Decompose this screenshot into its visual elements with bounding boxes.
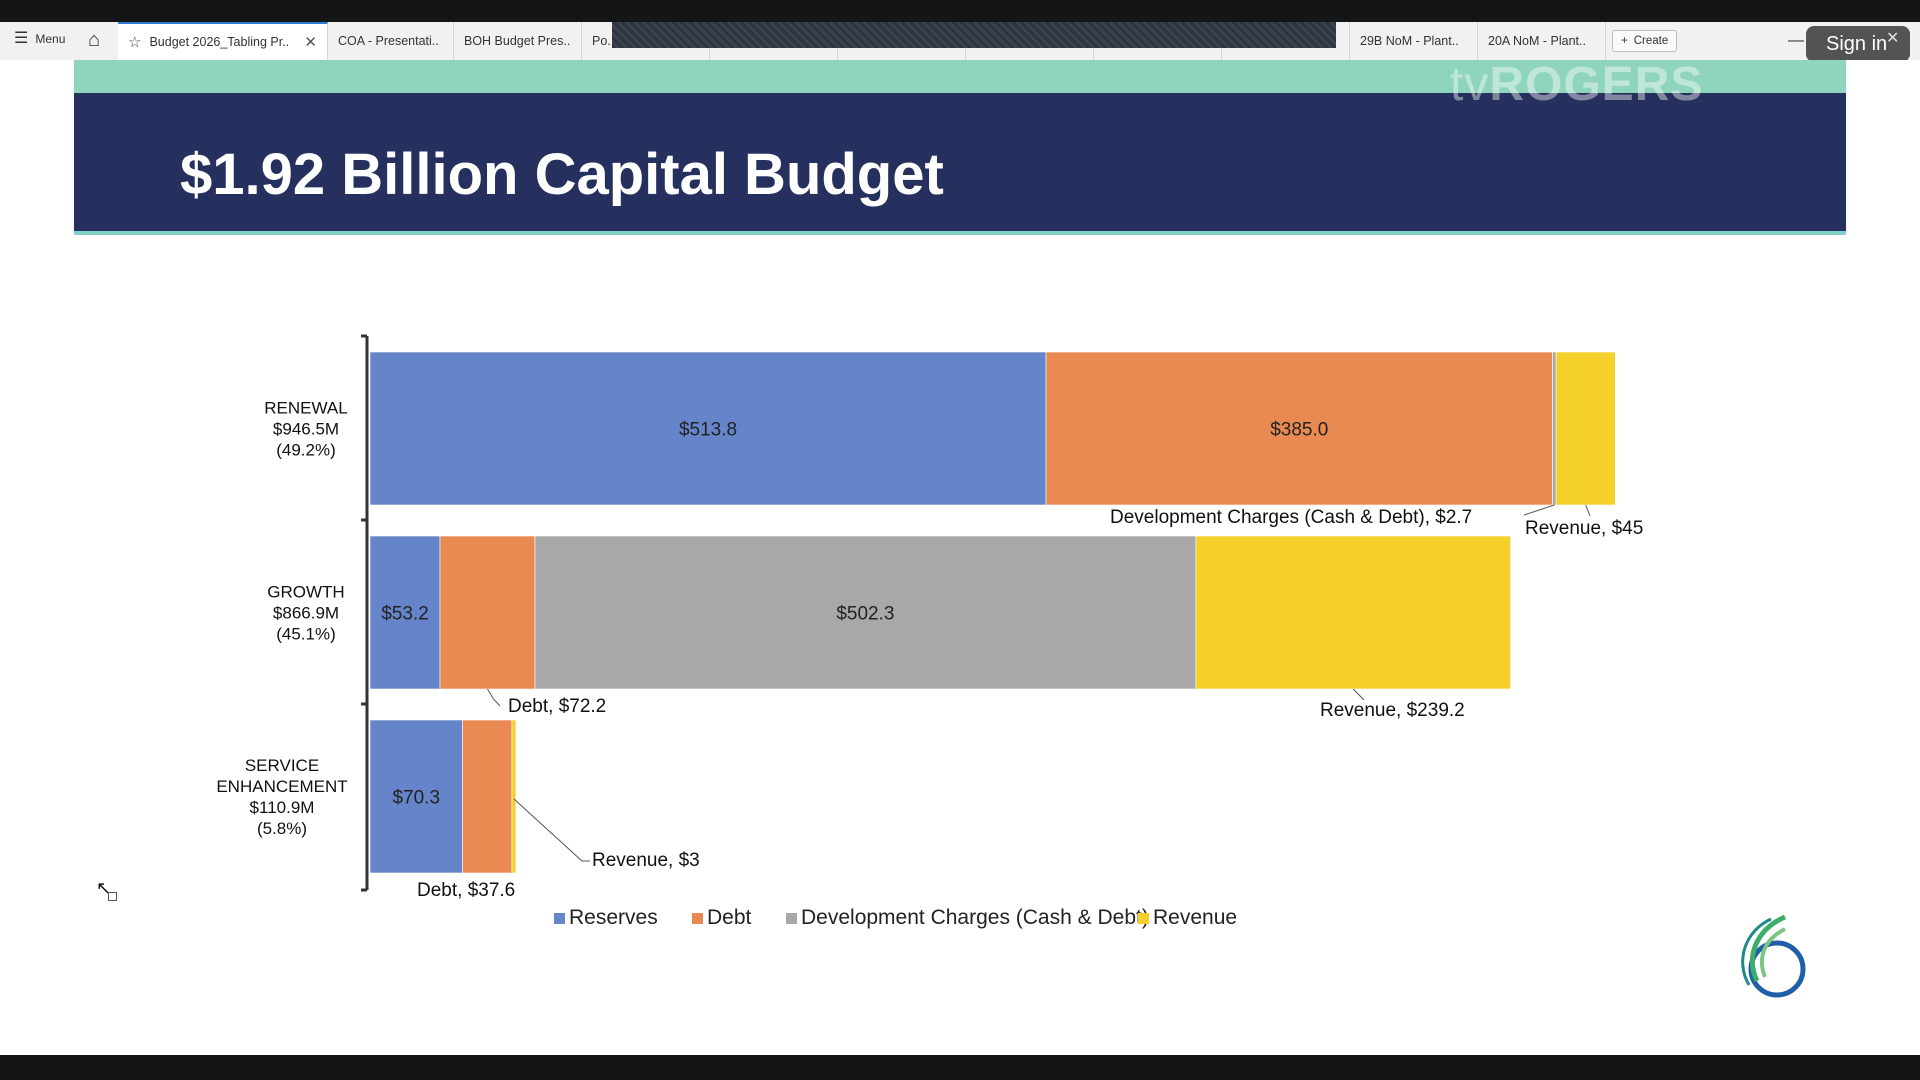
legend-swatch: [786, 913, 797, 924]
mouse-cursor: ↖: [96, 878, 112, 898]
callout-leader: [1352, 688, 1365, 701]
bar-value-label: $70.3: [392, 788, 440, 809]
screen-bottom-border: [0, 1056, 1920, 1080]
bar-value-label: $53.2: [381, 604, 429, 625]
tab-29b-nom[interactable]: 29B NoM - Plant..: [1350, 22, 1478, 60]
watermark-brand: ROGERS: [1489, 58, 1704, 111]
tab-overlay-pattern: [612, 22, 1336, 48]
home-icon[interactable]: ⌂: [88, 29, 101, 51]
broadcast-watermark: tvROGERS: [1450, 57, 1703, 112]
menu-button[interactable]: ☰ Menu: [14, 31, 65, 47]
cursor-box: [108, 892, 117, 901]
bar-value-label: $513.8: [679, 420, 737, 441]
category-label: $946.5M: [273, 420, 339, 439]
close-icon[interactable]: ✕: [1886, 30, 1900, 47]
legend-swatch: [1138, 913, 1149, 924]
callout-leader: [1585, 504, 1591, 517]
callout-leader: [487, 688, 501, 707]
bar-segment: [534, 535, 1197, 690]
bar-value-label: $385.0: [1270, 420, 1328, 441]
bar-segment: [1552, 351, 1557, 506]
tab-20a-nom[interactable]: 20A NoM - Plant..: [1478, 22, 1606, 60]
minimize-icon[interactable]: —: [1788, 32, 1804, 49]
callout-label: Revenue, $45: [1525, 518, 1643, 539]
plus-icon: +: [1621, 35, 1628, 47]
watermark-prefix: tv: [1450, 58, 1490, 111]
slide: $1.92 Billion Capital Budget tvROGERS $5…: [74, 57, 1846, 1055]
sign-in-label: Sign in: [1826, 32, 1888, 55]
category-label: $866.9M: [273, 604, 339, 623]
bar-segment: [511, 719, 517, 874]
tab-label: Budget 2026_Tabling Pr..: [149, 35, 290, 49]
menu-label: Menu: [35, 32, 66, 46]
legend-label: Revenue: [1153, 906, 1237, 929]
sign-in-button[interactable]: Sign in: [1806, 26, 1910, 62]
screen-top-border: [0, 0, 1920, 22]
title-band: $1.92 Billion Capital Budget: [74, 93, 1846, 235]
bar-segment: [369, 535, 441, 690]
tab-label: 20A NoM - Plant..: [1488, 34, 1586, 48]
bar-segment: [1045, 351, 1553, 506]
tab-label: Po...: [592, 34, 618, 48]
tab-label: BOH Budget Pres..: [464, 34, 571, 48]
callout-leader: [513, 798, 590, 862]
close-icon[interactable]: ✕: [304, 34, 317, 51]
create-label: Create: [1633, 35, 1669, 47]
tab-label: 29B NoM - Plant..: [1360, 34, 1459, 48]
teal-accent-strip: [74, 60, 1846, 93]
callout-label: Development Charges (Cash & Debt), $2.7: [1110, 507, 1472, 528]
category-label: ENHANCEMENT: [216, 777, 347, 796]
city-logo-icon: [1741, 914, 1806, 998]
tab-coa-presentation[interactable]: COA - Presentati..: [328, 22, 454, 60]
bar-segment: [369, 351, 1047, 506]
bar-segment: [462, 719, 513, 874]
category-label: (49.2%): [276, 441, 336, 460]
category-label: RENEWAL: [264, 399, 347, 418]
callout-label: Debt, $37.6: [417, 880, 515, 901]
category-label: $110.9M: [250, 798, 315, 817]
bar-segment: [1555, 351, 1616, 506]
callout-label: Revenue, $239.2: [1320, 700, 1465, 721]
bar-segment: [1195, 535, 1511, 690]
legend-label: Debt: [707, 906, 752, 929]
legend-swatch: [692, 913, 703, 924]
star-icon[interactable]: ☆: [128, 34, 142, 51]
category-label: GROWTH: [267, 583, 344, 602]
legend-swatch: [554, 913, 565, 924]
callout-label: Revenue, $3: [592, 850, 700, 871]
tab-label: COA - Presentati..: [338, 34, 439, 48]
category-label: (5.8%): [257, 819, 307, 838]
tab-boh-budget[interactable]: BOH Budget Pres..: [454, 22, 582, 60]
tab-budget-2026[interactable]: ☆ Budget 2026_Tabling Pr.. ✕: [118, 22, 328, 60]
menu-icon: ☰: [14, 30, 29, 47]
legend-label: Reserves: [569, 906, 658, 929]
category-label: SERVICE: [245, 756, 319, 775]
bar-segment: [439, 535, 536, 690]
category-label: (45.1%): [276, 625, 336, 644]
legend-label: Development Charges (Cash & Debt): [801, 906, 1149, 929]
slide-title: $1.92 Billion Capital Budget: [180, 142, 944, 207]
bar-segment: [369, 719, 463, 874]
callout-leader: [1523, 504, 1555, 516]
tab-9[interactable]: [1222, 22, 1350, 60]
bar-value-label: $502.3: [836, 604, 894, 625]
capital-budget-chart: $513.8 $385.0 RENEWAL $946.5M (49.2%) $53.2 $5…: [216, 334, 1643, 929]
presentation-viewport: $1.92 Billion Capital Budget tvROGERS $5…: [0, 57, 1920, 1055]
callout-label: Debt, $72.2: [508, 696, 606, 717]
create-tab-button[interactable]: + Create: [1612, 30, 1678, 52]
